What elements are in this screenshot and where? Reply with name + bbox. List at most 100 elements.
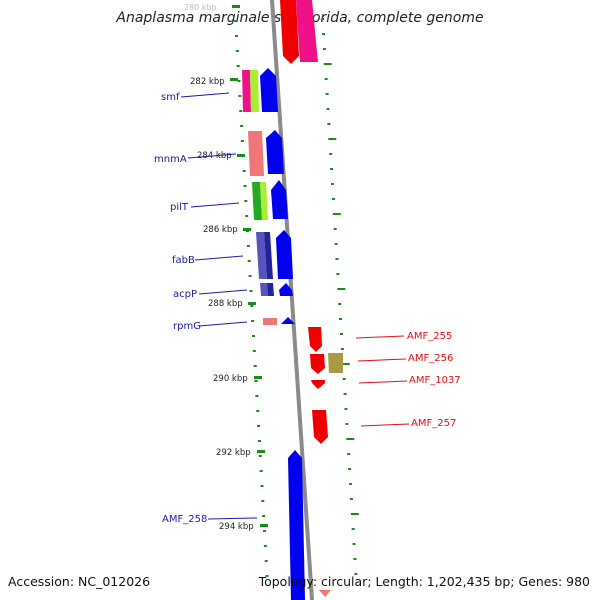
outer-ring-dot — [353, 558, 357, 560]
scale-ring-dot — [257, 440, 261, 442]
scale-ring-dot — [255, 395, 259, 397]
scale-ring-dot — [248, 275, 252, 277]
scale-label: 290 kbp — [213, 374, 248, 384]
gene-feature[interactable] — [263, 318, 277, 325]
gene-label-rpmg[interactable]: rpmG — [173, 321, 201, 332]
gene-feature[interactable] — [280, 0, 299, 64]
gene-feature[interactable] — [266, 130, 284, 174]
gene-feature[interactable] — [264, 232, 273, 279]
outer-ring-dot — [327, 123, 331, 125]
outer-ring-dot — [349, 498, 353, 500]
gene-label-fabb[interactable]: fabB — [172, 255, 195, 266]
gene-feature[interactable] — [276, 230, 293, 279]
gene-feature[interactable] — [308, 327, 322, 352]
right-gene-labels: AMF_255 AMF_256 AMF_1037 AMF_257 — [407, 331, 461, 429]
gene-label-amf256[interactable]: AMF_256 — [408, 353, 453, 364]
outer-ring-dot — [333, 228, 337, 230]
outer-ring-dot — [330, 183, 334, 185]
gene-feature[interactable] — [288, 450, 305, 600]
scale-ring-dot — [260, 485, 264, 487]
outer-ring-dot — [344, 408, 348, 410]
gene-feature[interactable] — [310, 354, 325, 374]
scale-ring — [234, 20, 269, 577]
outer-ring-dot — [348, 483, 352, 485]
scale-ring-dot — [235, 50, 239, 52]
scale-ring-dot — [245, 215, 249, 217]
scale-ring-dot — [239, 110, 243, 112]
gene-label-amf255[interactable]: AMF_255 — [407, 331, 452, 342]
scale-ring-dot — [250, 305, 254, 307]
gene-feature[interactable] — [260, 283, 268, 296]
outer-ring-dot — [339, 318, 343, 320]
left-leaders — [180, 92, 258, 520]
outer-ring-dot — [342, 378, 346, 380]
outer-ring-dot — [338, 303, 342, 305]
gene-feature[interactable] — [271, 180, 288, 219]
outer-ring — [321, 18, 359, 575]
gene-feature[interactable] — [260, 182, 268, 220]
scale-tick — [248, 302, 256, 305]
scale-ring-dot — [258, 455, 262, 457]
gene-label-amf1037[interactable]: AMF_1037 — [409, 375, 461, 386]
outer-ring-dot — [323, 63, 332, 65]
gene-feature[interactable] — [248, 131, 264, 176]
gene-feature[interactable] — [319, 590, 331, 597]
gene-label-amf258[interactable]: AMF_258 — [162, 514, 207, 525]
outer-ring-dot — [326, 108, 330, 110]
scale-ring-dot — [236, 65, 240, 67]
scale-tick — [237, 154, 245, 157]
gene-label-smf[interactable]: smf — [161, 92, 180, 103]
outer-ring-dot — [336, 273, 340, 275]
scale-tick — [257, 450, 265, 453]
outer-ring-dot — [328, 138, 337, 140]
outer-ring-dot — [341, 363, 350, 365]
outer-ring-dot — [335, 258, 339, 260]
gene-label-acpp[interactable]: acpP — [173, 289, 197, 300]
scale-ring-dot — [244, 200, 248, 202]
outer-ring-dot — [331, 198, 335, 200]
gene-feature[interactable] — [279, 283, 293, 296]
gene-feature[interactable] — [328, 353, 343, 373]
scale-ring-dot — [251, 320, 255, 322]
gene-feature[interactable] — [311, 380, 325, 389]
scale-ring-dot — [249, 290, 253, 292]
scale-ring-dot — [254, 380, 258, 382]
gene-feature[interactable] — [242, 70, 251, 112]
scale-ring-dot — [247, 260, 251, 262]
outer-ring-dot — [346, 438, 355, 440]
scale-ring-dot — [234, 35, 238, 37]
scale-tick — [254, 376, 262, 379]
outer-ring-dot — [332, 213, 341, 215]
scale-tick — [260, 524, 268, 527]
forward-strand-genes — [260, 68, 305, 600]
outer-ring-dot — [321, 18, 325, 20]
gene-label-pilt[interactable]: pilT — [170, 202, 189, 213]
gene-label-mnma[interactable]: mnmA — [154, 154, 187, 165]
scale-ring-dot — [263, 530, 267, 532]
scale-tick — [232, 5, 240, 8]
scale-ring-dot — [251, 335, 255, 337]
outer-ring-dot — [340, 348, 344, 350]
genome-backbone — [270, 0, 314, 600]
gene-feature[interactable] — [256, 232, 267, 279]
scale-label: 294 kbp — [219, 522, 254, 532]
gene-feature[interactable] — [267, 283, 274, 296]
gene-feature[interactable] — [312, 410, 328, 444]
gene-feature[interactable] — [252, 182, 262, 220]
scale-ring-dot — [261, 500, 265, 502]
outer-ring-dot — [325, 93, 329, 95]
outer-ring-dot — [330, 168, 334, 170]
gene-feature[interactable] — [281, 317, 295, 324]
gene-feature[interactable] — [260, 68, 278, 112]
gene-feature[interactable] — [250, 70, 259, 112]
scale-ring-dot — [262, 515, 266, 517]
scale-label: 286 kbp — [203, 225, 238, 235]
gene-feature[interactable] — [296, 0, 318, 62]
scale-ring-dot — [264, 560, 268, 562]
scale-ring-dot — [253, 365, 257, 367]
outer-ring-dot — [345, 423, 349, 425]
scale-ring-dot — [237, 80, 241, 82]
gene-label-amf257[interactable]: AMF_257 — [411, 418, 456, 429]
scale-tick — [243, 228, 251, 231]
